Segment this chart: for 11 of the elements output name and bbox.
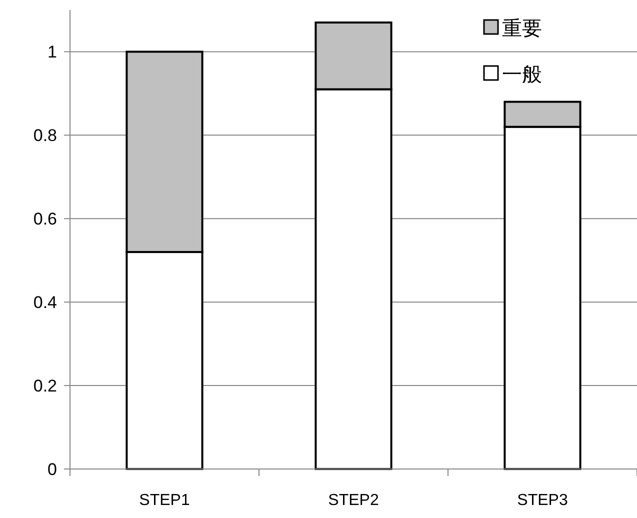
legend-label: 重要 <box>502 18 542 40</box>
legend-label: 一般 <box>502 64 542 86</box>
x-tick-label: STEP1 <box>139 492 190 509</box>
y-tick-label: 0.8 <box>33 126 57 146</box>
y-tick-label: 1 <box>48 42 57 62</box>
y-tick-label: 0.6 <box>33 210 57 229</box>
y-tick-label: 0 <box>48 460 57 479</box>
y-tick-label: 0.4 <box>33 293 57 312</box>
x-tick-label: STEP3 <box>517 492 568 509</box>
y-tick-label: 0.2 <box>33 376 57 396</box>
x-tick-label: STEP2 <box>328 492 379 509</box>
